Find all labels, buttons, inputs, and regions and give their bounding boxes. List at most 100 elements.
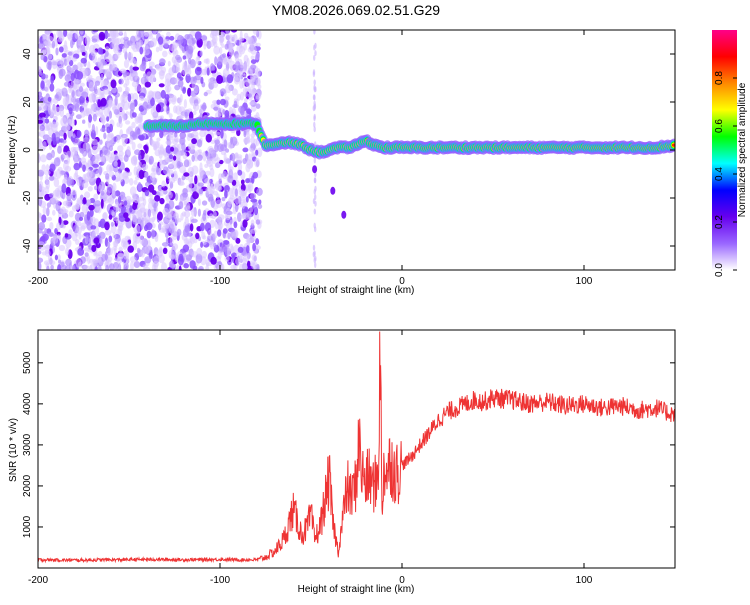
spectrogram-cell — [149, 77, 153, 83]
spectrogram-cell — [233, 33, 238, 44]
spectrogram-cell — [92, 163, 99, 168]
spectrogram-cell — [257, 204, 263, 209]
spectrogram-cell — [79, 82, 85, 87]
spectrogram-cell — [118, 150, 124, 157]
snr-x-tick-label: 100 — [576, 575, 593, 586]
spectrogram-cell — [232, 160, 236, 166]
spectrogram-cell — [88, 204, 95, 211]
colorbar-tick-label: 0.6 — [714, 119, 725, 133]
spectrogram-cell — [312, 94, 316, 101]
spectrogram-cell — [46, 43, 50, 54]
spectrogram-cell — [78, 176, 83, 187]
spectrogram-cell — [46, 207, 50, 217]
spectrogram-cell — [74, 138, 79, 146]
spectrogram-cell — [194, 151, 199, 158]
spectrogram-cell — [108, 145, 113, 152]
spectrogram-cell — [169, 254, 176, 260]
spectrogram-cell — [217, 222, 224, 230]
spectrogram-cell — [131, 121, 136, 129]
spectrogram-cell — [132, 58, 136, 64]
spectrogram-cell — [237, 70, 242, 77]
spectrogram-cell — [61, 183, 67, 194]
spectrogram-cell — [61, 87, 67, 92]
spectrogram-cell — [195, 253, 203, 264]
spectrogram-cell — [203, 43, 207, 50]
spectrogram-cell — [240, 183, 246, 192]
spectrogram-cell — [239, 189, 245, 197]
spectrogram-cell — [64, 165, 72, 172]
spectrogram-cell — [193, 110, 197, 116]
spectrogram-cell — [105, 195, 109, 202]
spectrogram-cell — [150, 97, 155, 107]
spectrogram-cell — [72, 57, 77, 62]
spectrogram-cell — [137, 181, 142, 191]
spectrogram-cell — [209, 240, 214, 250]
spectrogram-cell — [152, 30, 157, 35]
spectrogram-cell — [313, 157, 316, 164]
spectrogram-cell — [168, 131, 175, 138]
spectrogram-cell — [129, 205, 133, 213]
spectrogram-cell — [133, 261, 141, 268]
spectrogram-cell — [100, 153, 106, 162]
spectrogram-cell — [154, 195, 161, 202]
spectrogram-cell — [161, 225, 166, 233]
spectrogram-cell — [140, 219, 144, 230]
spectrogram-cell — [243, 73, 247, 78]
spectrogram-cell — [210, 30, 218, 37]
spectrogram-cell — [256, 147, 263, 158]
spectrogram-cell — [313, 79, 316, 86]
spectrogram-cell — [46, 152, 53, 161]
spectrogram-cell — [205, 170, 211, 176]
spectrogram-cell — [46, 125, 50, 131]
spectrogram-cell — [252, 30, 258, 35]
spectrogram-cell — [175, 54, 181, 61]
spectrogram-cell — [73, 80, 79, 85]
spectrogram-cell — [193, 102, 200, 112]
spectrogram-cell — [241, 79, 245, 89]
spectrogram-cell — [196, 139, 203, 148]
spectrogram-x-tick-label: -200 — [28, 276, 48, 287]
spectrogram-cell — [129, 65, 133, 75]
spectrogram-cell — [79, 147, 85, 154]
spectrogram-cell — [45, 164, 50, 172]
spectrogram-cell — [158, 83, 165, 88]
spectrogram-cell — [102, 61, 108, 66]
spectrogram-cell — [187, 64, 192, 70]
spectrogram-cell — [212, 157, 217, 165]
spectrogram-cell — [48, 192, 54, 198]
spectrogram-cell — [199, 130, 207, 138]
spectrogram-cell — [178, 265, 182, 270]
spectrogram-cell — [124, 217, 130, 222]
spectrogram-cell — [112, 103, 116, 112]
spectrogram-cell — [222, 228, 228, 234]
spectrogram-x-tick-label: -100 — [210, 276, 230, 287]
spectrogram-cell — [185, 254, 192, 261]
spectrogram-cell — [70, 72, 76, 82]
spectrogram-cell — [121, 135, 128, 145]
spectrogram-cell — [183, 263, 189, 269]
spectrogram-y-tick-label: 20 — [22, 96, 33, 108]
spectrogram-cell — [146, 230, 152, 239]
spectrogram-cell — [75, 114, 82, 120]
spectrogram-cell — [249, 43, 253, 48]
spectrogram-cell — [163, 42, 169, 48]
spectrogram-y-label: Frequency (Hz) — [7, 116, 18, 185]
spectrogram-cell — [52, 209, 56, 216]
spectrogram-cell — [226, 74, 234, 84]
spectrogram-cell — [192, 265, 198, 270]
spectrogram-cell — [258, 199, 262, 205]
spectrogram-cell — [224, 57, 227, 62]
spectrogram-cell — [85, 108, 90, 114]
snr-x-tick-label: 0 — [399, 575, 405, 586]
spectrogram-cell — [233, 100, 238, 108]
spectrogram-cell — [235, 202, 239, 213]
spectrogram-cell — [183, 159, 190, 168]
spectrogram-cell — [206, 67, 210, 76]
spectrogram-cell — [104, 221, 110, 231]
spectrogram-cell — [313, 30, 316, 35]
spectrogram-cell — [233, 244, 241, 255]
spectrogram-cell — [213, 230, 218, 239]
spectrogram-cell — [61, 53, 67, 58]
spectrogram-cell — [250, 136, 255, 145]
spectrogram-cell — [88, 114, 93, 123]
